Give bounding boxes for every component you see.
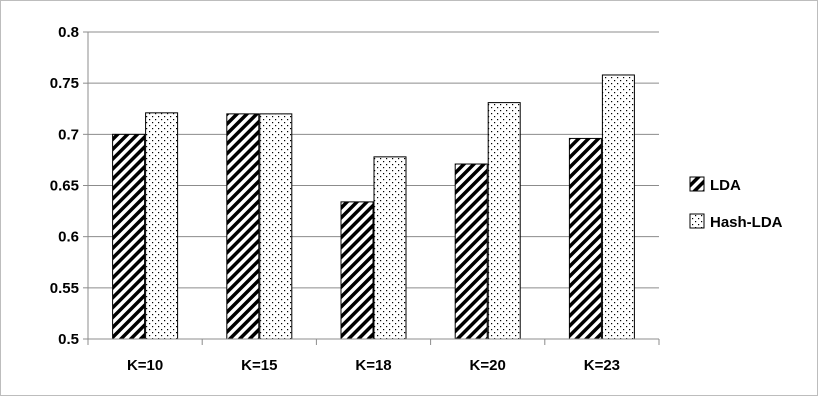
legend-swatch-lda xyxy=(689,176,705,192)
y-tick-label: 0.55 xyxy=(50,280,79,297)
y-tick-label: 0.6 xyxy=(58,229,79,246)
x-tick-label: K=10 xyxy=(127,357,163,374)
bar-lda xyxy=(568,137,602,340)
bar-hash-lda xyxy=(601,74,635,340)
legend-label-lda: LDA xyxy=(710,177,741,194)
legend: LDA Hash-LDA xyxy=(689,176,783,231)
x-tick-label: K=15 xyxy=(241,357,277,374)
axes xyxy=(83,31,660,345)
bar-hash-lda xyxy=(373,156,407,340)
bar-hash-lda xyxy=(487,102,521,340)
y-tick-label: 0.65 xyxy=(50,178,79,195)
x-tick-label: K=20 xyxy=(470,357,506,374)
bar-lda xyxy=(112,133,146,340)
legend-label-hash-lda: Hash-LDA xyxy=(710,214,783,231)
bars xyxy=(112,74,635,340)
bar-lda xyxy=(340,201,374,340)
legend-swatch-hash-lda xyxy=(689,213,705,229)
y-tick-label: 0.8 xyxy=(58,24,79,41)
bar-lda xyxy=(454,163,488,340)
x-tick-labels: K=10 K=15 K=18 K=20 K=23 xyxy=(127,357,620,374)
bar-hash-lda xyxy=(145,112,179,340)
y-tick-label: 0.75 xyxy=(50,75,79,92)
y-tick-labels: 0.5 0.55 0.6 0.65 0.7 0.75 0.8 xyxy=(50,24,79,348)
y-tick-label: 0.5 xyxy=(58,331,79,348)
bar-lda xyxy=(226,113,260,340)
y-tick-label: 0.7 xyxy=(58,126,79,143)
bar-hash-lda xyxy=(259,113,293,340)
x-tick-label: K=18 xyxy=(355,357,391,374)
x-tick-label: K=23 xyxy=(584,357,620,374)
